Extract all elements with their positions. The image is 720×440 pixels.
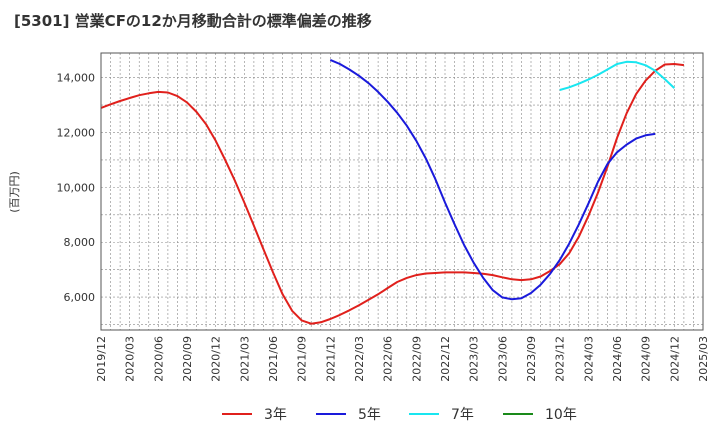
x-tick-label: 2020/09	[181, 336, 194, 382]
x-tick-label: 2024/03	[582, 336, 595, 382]
x-tick-label: 2024/12	[668, 336, 681, 382]
series-layer	[100, 58, 685, 325]
x-tick-label: 2021/06	[267, 336, 280, 382]
x-tick-label: 2023/09	[525, 336, 538, 382]
x-tick-label: 2022/03	[353, 336, 366, 382]
x-tick-label: 2023/12	[554, 336, 567, 382]
y-tick-label: 6,000	[64, 291, 96, 304]
y-axis-label: (百万円)	[8, 171, 21, 213]
x-tick-label: 2024/06	[611, 336, 624, 382]
x-tick-label: 2020/06	[152, 336, 165, 382]
y-tick-label: 12,000	[57, 127, 96, 140]
x-tick-label: 2022/12	[439, 336, 452, 382]
x-tick-label: 2022/06	[382, 336, 395, 382]
x-tick-label: 2023/06	[496, 336, 509, 382]
x-tick-label: 2023/03	[468, 336, 481, 382]
legend-label: 3年	[264, 407, 287, 423]
y-axis-ticks: 6,000 8,000 10,000 12,000 14,000	[57, 72, 96, 304]
x-tick-label: 2021/09	[296, 336, 309, 382]
x-tick-label: 2020/03	[124, 336, 137, 382]
chart-title: [5301] 営業CFの12か月移動合計の標準偏差の推移	[14, 12, 372, 30]
x-tick-label: 2024/09	[640, 336, 653, 382]
legend-label: 10年	[545, 407, 577, 423]
series-line-7年	[559, 60, 675, 91]
y-tick-label: 8,000	[64, 236, 96, 249]
legend-label: 7年	[451, 407, 474, 423]
legend-label: 5年	[358, 407, 381, 423]
y-tick-label: 10,000	[57, 181, 96, 194]
plot-frame	[100, 52, 704, 331]
x-tick-label: 2020/12	[210, 336, 223, 382]
x-tick-label: 2021/03	[238, 336, 251, 382]
series-line-5年	[329, 58, 656, 301]
y-tick-label: 14,000	[57, 72, 96, 85]
series-line-3年	[100, 63, 685, 325]
legend: 3年 5年 7年 10年	[222, 407, 577, 423]
grid-layer	[101, 53, 703, 330]
x-tick-label: 2022/09	[410, 336, 423, 382]
x-tick-label: 2019/12	[95, 336, 108, 382]
x-axis-ticks: 2019/12 2020/03 2020/06 2020/09 2020/12 2021/…	[95, 336, 710, 382]
x-tick-label: 2025/03	[697, 336, 710, 382]
x-tick-label: 2021/12	[324, 336, 337, 382]
